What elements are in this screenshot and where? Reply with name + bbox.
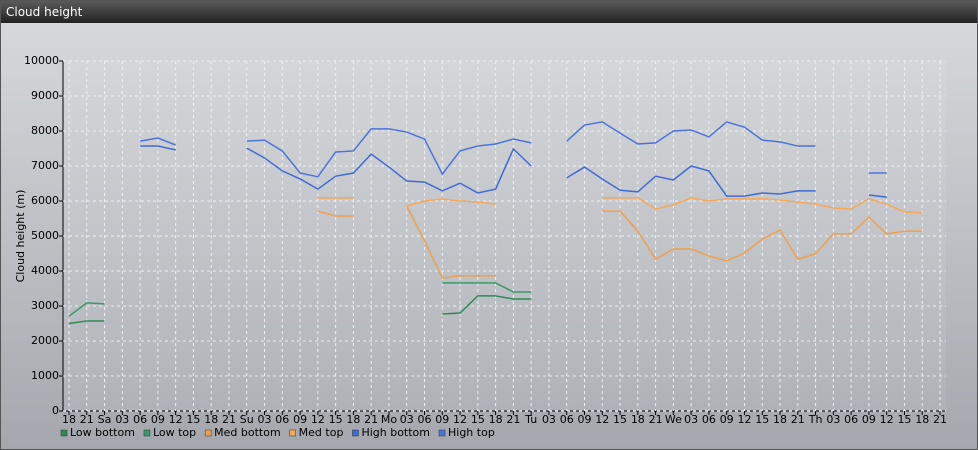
- x-tick-label: Tu: [524, 413, 537, 426]
- x-tick-label: We: [665, 413, 682, 426]
- x-tick-label: 18: [62, 413, 76, 426]
- legend-label: Low bottom: [70, 426, 135, 439]
- y-tick-label: 1000: [31, 369, 59, 382]
- x-tick-label: 06: [560, 413, 574, 426]
- legend-swatch: [204, 429, 212, 437]
- x-tick-label: 12: [595, 413, 609, 426]
- x-tick-label: 03: [258, 413, 272, 426]
- x-tick-label: 18: [346, 413, 360, 426]
- x-tick-label: 03: [826, 413, 840, 426]
- legend-swatch: [289, 429, 296, 437]
- x-tick-label: 03: [684, 413, 698, 426]
- x-tick-label: 21: [933, 413, 947, 426]
- y-axis-label: Cloud height (m): [14, 190, 27, 283]
- x-tick-label: 09: [435, 413, 449, 426]
- y-tick-label: 6000: [31, 194, 59, 207]
- legend-swatch: [143, 429, 151, 437]
- x-tick-label: 18: [773, 413, 787, 426]
- y-tick-label: 0: [52, 404, 59, 417]
- legend-label: Med bottom: [214, 426, 281, 439]
- y-tick-label: 3000: [31, 299, 59, 312]
- x-tick-label: 09: [293, 413, 307, 426]
- series-line: [139, 121, 887, 178]
- x-tick-label: 12: [880, 413, 894, 426]
- x-tick-label: 15: [471, 413, 485, 426]
- x-tick-label: 06: [844, 413, 858, 426]
- legend-label: High top: [448, 426, 495, 439]
- x-tick-label: 06: [133, 413, 147, 426]
- x-tick-label: 12: [311, 413, 325, 426]
- x-tick-label: 21: [222, 413, 236, 426]
- x-tick-label: 09: [577, 413, 591, 426]
- y-tick-label: 10000: [24, 54, 59, 67]
- x-tick-label: 21: [791, 413, 805, 426]
- x-tick-label: 18: [915, 413, 929, 426]
- legend-swatch: [438, 429, 446, 437]
- x-tick-label: 06: [275, 413, 289, 426]
- legend-swatch: [352, 429, 359, 437]
- x-tick-label: 09: [862, 413, 876, 426]
- x-tick-label: 06: [418, 413, 432, 426]
- legend-label: Low top: [153, 426, 196, 439]
- x-tick-label: 03: [542, 413, 556, 426]
- y-tick-label: 8000: [31, 124, 59, 137]
- series-line: [140, 145, 887, 198]
- x-tick-label: 15: [897, 413, 911, 426]
- window-title: Cloud height: [1, 1, 977, 23]
- legend-swatch: [60, 429, 68, 437]
- series-line: [68, 282, 532, 317]
- x-tick-label: 12: [169, 413, 183, 426]
- x-tick-label: 15: [613, 413, 627, 426]
- y-tick-label: 5000: [31, 229, 59, 242]
- x-tick-label: 03: [400, 413, 414, 426]
- x-tick-label: 15: [755, 413, 769, 426]
- x-tick-label: 12: [737, 413, 751, 426]
- x-tick-label: 06: [702, 413, 716, 426]
- y-tick-label: 9000: [31, 89, 59, 102]
- x-tick-label: 21: [80, 413, 94, 426]
- x-tick-label: Th: [808, 413, 823, 426]
- y-tick-label: 2000: [31, 334, 59, 347]
- x-tick-label: 12: [453, 413, 467, 426]
- series-line: [317, 205, 923, 279]
- x-tick-label: 18: [631, 413, 645, 426]
- x-tick-label: 15: [329, 413, 343, 426]
- x-tick-label: 21: [649, 413, 663, 426]
- x-tick-label: 18: [204, 413, 218, 426]
- legend-label: High bottom: [361, 426, 430, 439]
- y-tick-label: 7000: [31, 159, 59, 172]
- plot-area: [63, 61, 946, 411]
- x-tick-label: 21: [364, 413, 378, 426]
- x-tick-label: 09: [720, 413, 734, 426]
- x-tick-label: Mo: [381, 413, 397, 426]
- x-tick-label: Sa: [98, 413, 112, 426]
- legend-label: Med top: [299, 426, 344, 439]
- series-line: [68, 295, 532, 325]
- y-tick-label: 4000: [31, 264, 59, 277]
- series-line: [317, 197, 923, 214]
- x-tick-label: 18: [489, 413, 503, 426]
- x-tick-label: 21: [506, 413, 520, 426]
- x-tick-label: 15: [186, 413, 200, 426]
- x-tick-label: Su: [240, 413, 254, 426]
- x-tick-label: 09: [151, 413, 165, 426]
- x-tick-label: 03: [115, 413, 129, 426]
